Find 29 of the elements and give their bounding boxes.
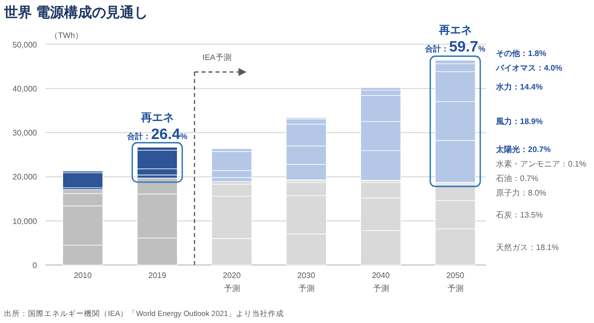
text: バイオマス：4.0% <box>495 64 562 73</box>
x-tick-label: 2050 予測 <box>446 271 465 293</box>
x-tick-label: 2040 予測 <box>372 271 390 293</box>
annotation: 再エネ <box>438 24 472 36</box>
text: 水力：14.4% <box>495 82 543 92</box>
ref-line-label: IEA予測 <box>202 53 232 62</box>
y-tick-label: 40,000 <box>12 84 38 94</box>
x-tick-label: 2020 予測 <box>222 271 242 293</box>
annotation: 再エネ <box>140 112 174 124</box>
y-tick-label: 10,000 <box>12 216 38 226</box>
chart-title: 世界 電源構成の見通し <box>3 4 148 20</box>
text: 水素・アンモニア：0.1% <box>496 160 586 169</box>
y-axis-title: （TWh） <box>50 31 83 40</box>
y-tick-label: 20,000 <box>12 172 38 182</box>
text: その他：1.8% <box>496 49 546 58</box>
text: 風力：18.9% <box>495 117 543 126</box>
text: 天然ガス：18.1% <box>496 242 559 252</box>
text: 石炭：13.5% <box>496 210 543 220</box>
x-tick-label: 2030 予測 <box>297 271 316 293</box>
y-tick-label: 0 <box>32 261 38 270</box>
annotation: 合計：59.7% <box>424 38 486 56</box>
y-tick-label: 50,000 <box>12 40 38 50</box>
x-tick-label: 2010 <box>74 271 92 280</box>
annotation: 合計：26.4% <box>126 126 188 144</box>
text: 太陽光：20.7% <box>495 145 551 154</box>
x-tick-label: 2019 <box>148 271 167 280</box>
y-tick-label: 30,000 <box>12 128 38 138</box>
text: 石油：0.7% <box>496 174 538 184</box>
text: 原子力：8.0% <box>496 188 546 198</box>
